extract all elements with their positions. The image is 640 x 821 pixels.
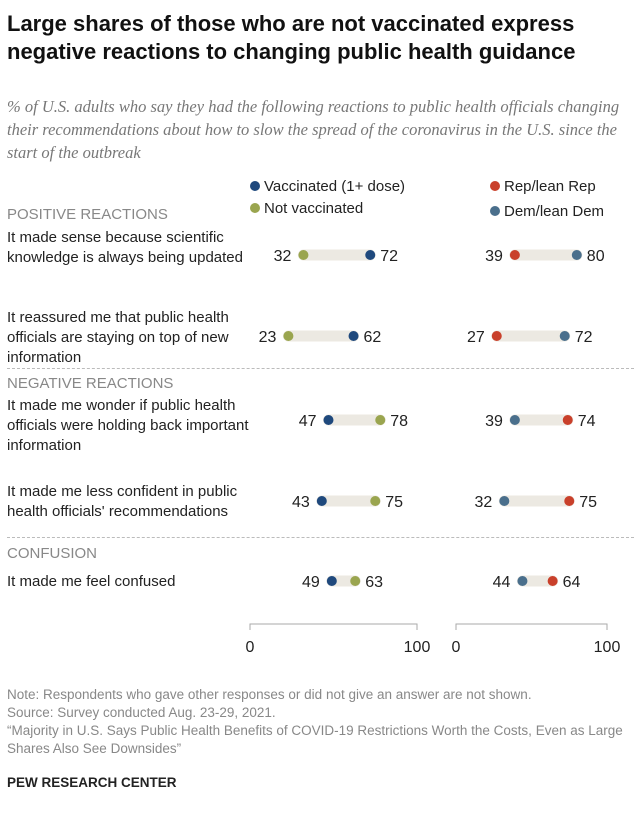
data-label: 43 <box>292 494 310 511</box>
row-label: It made sense because scientific knowled… <box>7 229 243 266</box>
chart-title: Large shares of those who are not vaccin… <box>7 11 576 64</box>
data-label: 39 <box>485 248 503 265</box>
data-point <box>562 415 573 425</box>
legend-label: Rep/lean Rep <box>504 178 596 195</box>
data-point <box>283 331 294 341</box>
report-title: “Majority in U.S. Says Public Health Ben… <box>7 723 623 756</box>
legend-dot-rep <box>490 181 500 191</box>
data-label: 74 <box>578 413 596 430</box>
x-axis <box>455 623 608 630</box>
data-point <box>564 496 575 506</box>
legend-label: Not vaccinated <box>264 200 364 217</box>
data-point <box>509 250 520 260</box>
row-label: It made me feel confused <box>7 573 176 590</box>
data-label: 63 <box>365 574 383 591</box>
legend-dot-dem <box>490 206 500 216</box>
divider <box>7 368 634 369</box>
data-point <box>375 415 386 425</box>
data-label: 64 <box>563 574 581 591</box>
data-point <box>370 496 381 506</box>
data-label: 32 <box>475 494 493 511</box>
data-point <box>348 331 359 341</box>
data-label: 80 <box>587 248 605 265</box>
legend-rep: Rep/lean Rep <box>490 178 596 195</box>
tick-label: 0 <box>246 639 255 656</box>
legend-dot-not-vaccinated <box>250 203 260 213</box>
tick-label: 100 <box>594 639 621 656</box>
data-label: 32 <box>274 248 292 265</box>
data-point <box>365 250 376 260</box>
legend-label: Vaccinated (1+ dose) <box>264 178 406 195</box>
section-negative: NEGATIVE REACTIONS <box>7 375 174 392</box>
data-label: 78 <box>390 413 408 430</box>
data-label: 62 <box>364 329 382 346</box>
data-point <box>323 415 334 425</box>
data-point <box>571 250 582 260</box>
data-label: 47 <box>299 413 317 430</box>
x-axis <box>249 623 418 630</box>
data-label: 23 <box>259 329 277 346</box>
row-label: It made me wonder if public health offic… <box>7 397 249 454</box>
data-point <box>517 576 528 586</box>
row-label: It reassured me that public health offic… <box>7 309 229 366</box>
footnotes: Note: Respondents who gave other respons… <box>7 686 637 758</box>
source: Source: Survey conducted Aug. 23-29, 202… <box>7 705 276 720</box>
legend-label: Dem/lean Dem <box>504 203 605 220</box>
legend-vaccinated: Vaccinated (1+ dose) <box>250 178 405 195</box>
legend-not-vaccinated: Not vaccinated <box>250 200 363 217</box>
data-label: 44 <box>493 574 511 591</box>
data-label: 75 <box>385 494 403 511</box>
tick-label: 100 <box>404 639 431 656</box>
data-label: 72 <box>575 329 593 346</box>
data-point <box>326 576 337 586</box>
data-point <box>350 576 361 586</box>
data-label: 49 <box>302 574 320 591</box>
data-point <box>547 576 558 586</box>
data-label: 72 <box>380 248 398 265</box>
data-label: 39 <box>485 413 503 430</box>
data-label: 27 <box>467 329 485 346</box>
section-positive: POSITIVE REACTIONS <box>7 206 168 223</box>
row-label: It made me less confident in public heal… <box>7 483 238 520</box>
section-confusion: CONFUSION <box>7 545 97 562</box>
data-point <box>559 331 570 341</box>
brand-logo: PEW RESEARCH CENTER <box>7 775 177 790</box>
data-point <box>491 331 502 341</box>
data-point <box>499 496 510 506</box>
divider <box>7 537 634 538</box>
data-point <box>316 496 327 506</box>
data-point <box>509 415 520 425</box>
tick-label: 0 <box>452 639 461 656</box>
chart-subtitle: % of U.S. adults who say they had the fo… <box>7 97 620 162</box>
legend-dot-vaccinated <box>250 181 260 191</box>
data-point <box>298 250 309 260</box>
legend-dem: Dem/lean Dem <box>490 203 604 220</box>
data-label: 75 <box>579 494 597 511</box>
note: Note: Respondents who gave other respons… <box>7 687 532 702</box>
